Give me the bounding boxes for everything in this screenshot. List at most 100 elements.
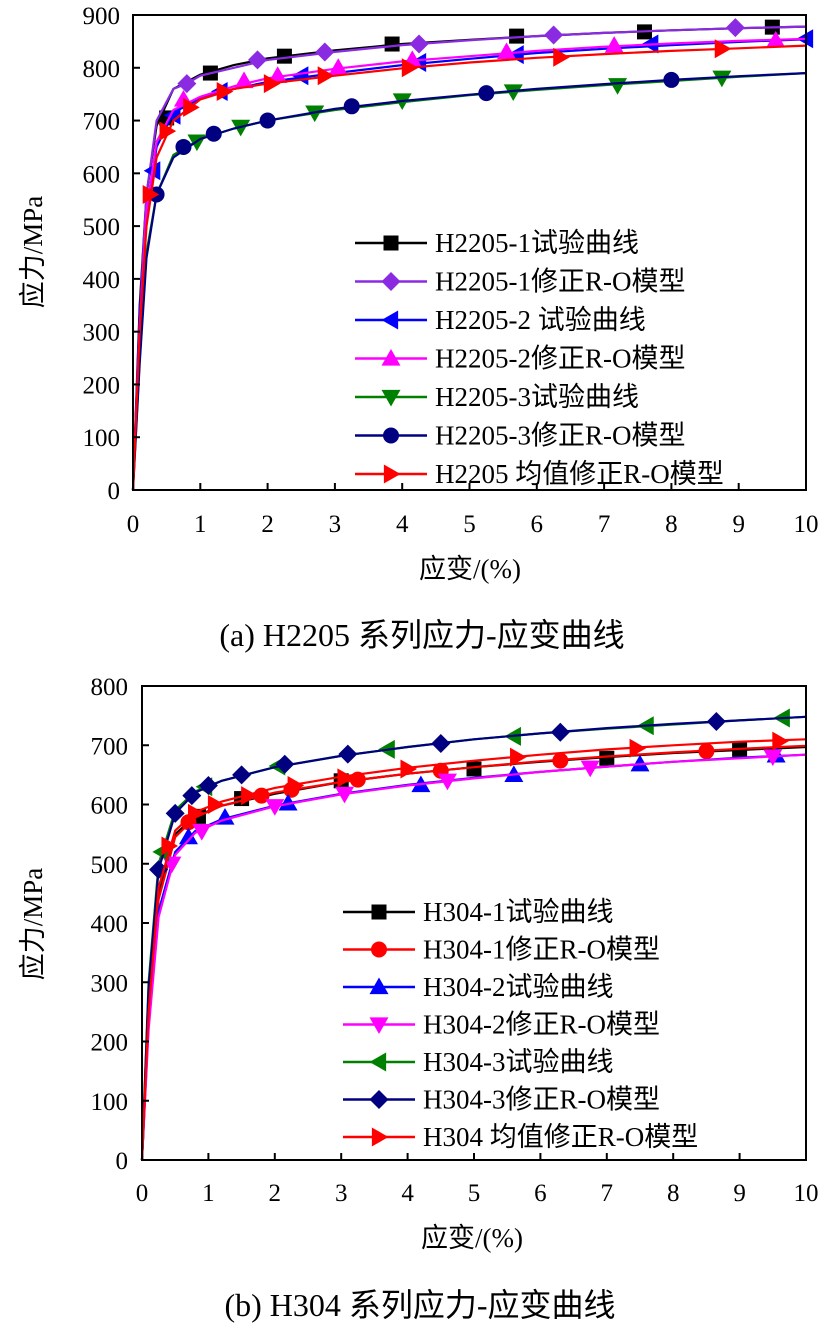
- data-point-h2205-6: [343, 98, 360, 115]
- plot-area-h304: [140, 708, 807, 1161]
- xtick-label: 8: [667, 1180, 680, 1207]
- ytick-label: 400: [91, 911, 129, 938]
- legend-marker: [371, 1127, 389, 1147]
- ytick-label: 600: [91, 793, 129, 820]
- y-axis-label-h2205: 应力/MPa: [18, 196, 48, 309]
- xtick-label: 4: [396, 511, 409, 538]
- ytick-label: 100: [91, 1089, 129, 1116]
- data-point-h2205-2: [315, 42, 335, 62]
- data-point-h304-6: [706, 712, 726, 732]
- legend-marker: [381, 310, 399, 330]
- xtick-label: 3: [329, 511, 342, 538]
- data-point-h304-6: [182, 786, 202, 806]
- ytick-label: 0: [108, 478, 121, 505]
- data-point-h304-3: [278, 793, 298, 811]
- series-line-h2205-6: [131, 72, 807, 491]
- legend-entry-label: H2205-3修正R-O模型: [435, 421, 686, 451]
- legend-marker: [381, 389, 401, 407]
- legend-h304: H304-1试验曲线 H304-1修正R-O模型 H304-2试验曲线 H304-2修…: [343, 897, 698, 1152]
- ytick-label: 700: [91, 733, 129, 760]
- data-point-h304-7: [161, 836, 179, 856]
- data-point-h2205-7: [263, 74, 281, 94]
- data-point-h2205-3: [291, 66, 309, 86]
- data-point-h2205-4: [328, 58, 348, 75]
- xtick-label: 0: [136, 1180, 149, 1207]
- ytick-label: 200: [91, 1030, 129, 1057]
- xtick-label: 7: [598, 511, 611, 538]
- data-point-h2205-7: [183, 97, 200, 117]
- xtick-label: 7: [601, 1180, 614, 1207]
- xtick-label: 2: [269, 1180, 282, 1207]
- data-point-h2205-6: [478, 85, 495, 102]
- data-point-h2205-6: [663, 71, 680, 88]
- data-point-h304-7: [772, 731, 789, 751]
- data-point-h2205-7: [216, 82, 234, 102]
- data-point-h304-7: [207, 795, 225, 814]
- data-point-h304-7: [400, 759, 418, 779]
- data-point-h2205-6: [205, 125, 222, 142]
- data-point-h2205-4: [234, 71, 254, 89]
- ytick-label: 900: [83, 3, 121, 30]
- legend-marker: [381, 272, 401, 291]
- ytick-label: 700: [83, 109, 121, 136]
- data-point-h2205-7: [714, 39, 732, 59]
- legend-entry-label: H304-1修正R-O模型: [423, 935, 660, 965]
- legend-marker: [369, 1052, 387, 1072]
- legend-entry-label: H304-2试验曲线: [423, 972, 614, 1002]
- legend-marker: [369, 1017, 389, 1034]
- data-point-h304-6: [232, 765, 252, 785]
- data-point-h304-6: [338, 744, 358, 764]
- data-point-h2205-6: [259, 112, 276, 129]
- x-ticks-h2205: 0 1 2 3 4 5 6 7 8 9 10: [127, 483, 819, 538]
- xtick-label: 9: [732, 511, 745, 538]
- series-line-h2205-2: [131, 25, 807, 491]
- xtick-label: 2: [261, 511, 274, 538]
- xtick-label: 1: [202, 1180, 215, 1207]
- caption-h304: (b) H304 系列应力-应变曲线: [224, 1287, 615, 1323]
- legend-marker: [383, 427, 399, 444]
- chart-panel-h304: 0 100 200 300 400 500 600 700 800 0 1 2 3 4 5 6 7 8 9 10 应…: [18, 674, 819, 1323]
- x-ticks-h304: 0 1 2 3 4 5 6 7 8 9 10: [136, 1153, 819, 1207]
- data-point-h2205-5: [231, 119, 251, 137]
- data-point-h2205-5: [305, 105, 325, 123]
- data-point-h304-2: [698, 743, 715, 760]
- data-point-h304-7: [337, 768, 355, 788]
- y-ticks-h304: 0 100 200 300 400 500 600 700 800: [91, 674, 149, 1175]
- data-point-h304-7: [187, 803, 205, 823]
- legend-marker: [381, 349, 401, 366]
- data-point-h2205-7: [317, 66, 335, 86]
- data-point-h304-3: [630, 754, 650, 772]
- chart-panel-h2205: 0 100 200 300 400 500 600 700 800 900 0 1 2 3 4 5 6 7 8 9 1…: [18, 3, 819, 653]
- data-point-h304-4: [335, 786, 355, 804]
- xtick-label: 9: [733, 1180, 746, 1207]
- ytick-label: 800: [83, 56, 121, 83]
- xtick-label: 5: [463, 511, 476, 538]
- data-point-h2205-5: [503, 84, 523, 102]
- xtick-label: 0: [127, 511, 140, 538]
- xtick-label: 5: [468, 1180, 481, 1207]
- xtick-label: 10: [794, 511, 819, 538]
- ytick-label: 600: [83, 161, 121, 188]
- legend-entry-label: H2205 均值修正R-O模型: [435, 459, 724, 489]
- data-point-h304-6: [165, 803, 185, 823]
- xtick-label: 4: [401, 1180, 414, 1207]
- data-point-h2205-2: [248, 50, 268, 70]
- data-point-h304-7: [510, 747, 527, 767]
- data-point-h2205-4: [497, 42, 517, 60]
- legend-entry-label: H304-3修正R-O模型: [423, 1085, 660, 1115]
- legend-entry-label: H2205-3试验曲线: [435, 382, 639, 412]
- legend-marker: [383, 464, 401, 484]
- ytick-label: 500: [91, 852, 129, 879]
- data-point-h304-4: [763, 749, 783, 767]
- data-point-h304-2: [552, 752, 569, 769]
- y-ticks-h2205: 0 100 200 300 400 500 600 700 800 900: [83, 3, 140, 505]
- xtick-label: 3: [335, 1180, 348, 1207]
- data-point-h304-1: [466, 761, 482, 777]
- data-point-h304-4: [192, 824, 212, 841]
- xtick-label: 8: [665, 511, 678, 538]
- data-point-h2205-7: [401, 58, 419, 78]
- data-point-h2205-2: [725, 18, 745, 38]
- ytick-label: 300: [91, 970, 129, 997]
- data-point-h304-7: [287, 776, 305, 796]
